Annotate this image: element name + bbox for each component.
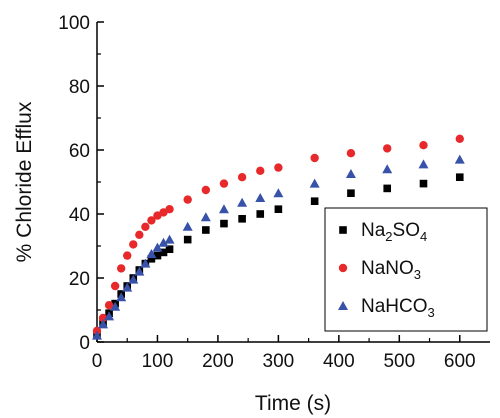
legend-marker — [339, 226, 347, 234]
data-point — [135, 230, 144, 239]
legend-subscript: 2 — [385, 229, 392, 244]
legend-label: NaNO3 — [361, 258, 421, 282]
data-point — [274, 205, 283, 213]
data-point — [140, 258, 151, 268]
data-point — [347, 189, 355, 197]
x-tick-label: 400 — [323, 351, 355, 372]
series-1 — [92, 134, 464, 335]
data-point — [147, 216, 156, 225]
y-tick-label: 60 — [69, 141, 90, 162]
data-point — [383, 184, 392, 193]
legend-subscript: 3 — [428, 305, 435, 320]
data-point — [256, 210, 265, 218]
data-point — [104, 301, 114, 310]
y-tick-label: 80 — [69, 77, 90, 98]
data-point — [200, 212, 211, 222]
data-point — [255, 193, 266, 202]
data-point — [152, 242, 163, 252]
data-point — [183, 195, 192, 204]
data-point — [104, 311, 115, 321]
data-point — [110, 281, 120, 291]
data-point — [92, 330, 102, 340]
legend-label: Na2SO4 — [361, 220, 427, 244]
data-point — [158, 237, 169, 247]
data-point — [454, 154, 465, 164]
data-point — [419, 179, 428, 188]
legend-subscript: 4 — [420, 229, 427, 244]
data-point — [220, 219, 228, 228]
x-tick-label: 300 — [263, 351, 295, 372]
ticks: 0 20 40 60 80 100 0 100 200 300 400 500 600 — [58, 13, 475, 372]
data-point — [123, 251, 132, 260]
data-point — [310, 153, 319, 163]
y-tick-label: 100 — [58, 13, 90, 34]
data-point — [237, 173, 247, 182]
data-point — [146, 249, 157, 258]
data-point — [183, 235, 192, 244]
data-point — [346, 149, 356, 158]
data-point — [134, 266, 145, 276]
data-point — [310, 197, 319, 205]
data-point — [238, 215, 246, 223]
data-point — [455, 173, 464, 181]
data-point — [219, 179, 229, 188]
data-point — [383, 144, 392, 153]
x-tick-label: 100 — [142, 351, 174, 372]
data-point — [345, 169, 356, 178]
y-tick-label: 20 — [69, 269, 90, 290]
data-point — [164, 234, 175, 244]
data-point — [418, 159, 429, 169]
data-point — [419, 141, 428, 150]
data-point — [309, 178, 320, 188]
series-2 — [92, 154, 465, 340]
legend-marker — [338, 263, 348, 273]
data-point — [165, 245, 174, 253]
data-point — [201, 185, 211, 195]
data-point — [159, 248, 168, 257]
data-point — [182, 221, 193, 231]
data-point — [129, 240, 138, 249]
data-point — [116, 292, 127, 302]
data-point — [110, 301, 121, 311]
data-point — [165, 205, 174, 214]
legend-text: SO — [393, 220, 420, 241]
data-point — [274, 163, 283, 172]
data-point — [455, 134, 464, 143]
data-point — [382, 164, 393, 174]
y-tick-label: 40 — [69, 205, 90, 226]
data-points — [92, 134, 465, 340]
data-point — [141, 222, 150, 231]
data-point — [122, 282, 133, 292]
legend-label: NaHCO3 — [361, 296, 435, 320]
legend-text: NaNO — [361, 258, 414, 279]
x-tick-label: 0 — [92, 351, 103, 372]
data-point — [256, 166, 265, 175]
x-tick-label: 500 — [383, 351, 415, 372]
data-point — [218, 204, 229, 214]
y-axis-label: % Chloride Efflux — [13, 101, 36, 262]
x-tick-label: 200 — [202, 351, 234, 372]
legend-subscript: 3 — [414, 267, 421, 282]
legend-marker — [338, 301, 348, 310]
x-axis-label: Time (s) — [255, 392, 331, 415]
y-tick-label: 0 — [79, 333, 90, 354]
legend-text: NaHCO — [361, 296, 428, 317]
data-point — [116, 264, 126, 273]
legend-box — [324, 207, 488, 332]
x-tick-label: 600 — [444, 351, 476, 372]
data-point — [98, 319, 109, 329]
data-point — [147, 255, 156, 263]
data-point — [237, 197, 248, 207]
data-point — [202, 226, 210, 234]
legend-text: Na — [361, 220, 386, 241]
data-point — [273, 188, 284, 198]
data-point — [153, 251, 162, 260]
data-point — [128, 274, 139, 284]
